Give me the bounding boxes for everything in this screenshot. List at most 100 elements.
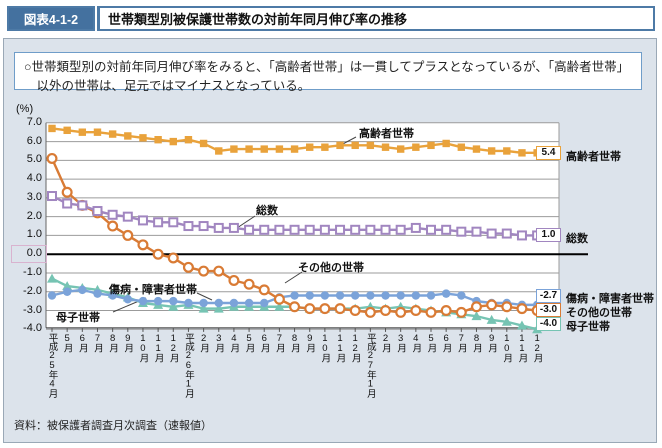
data-point [198, 265, 210, 277]
annotation-other-households: その他の世帯 [298, 262, 364, 274]
data-point [139, 134, 147, 142]
data-point [487, 147, 496, 155]
x-axis-label: 7月 [455, 333, 467, 352]
data-point [441, 289, 451, 298]
data-point [334, 303, 346, 315]
data-point [167, 252, 179, 264]
data-point [304, 224, 315, 235]
data-point [304, 303, 316, 315]
x-axis-label: 8月 [470, 333, 482, 352]
data-point [501, 301, 513, 313]
data-point [137, 215, 148, 226]
x-axis-label: 6月 [440, 333, 452, 352]
data-point [441, 224, 452, 235]
figure-header-bar: 図表4-1-2 世帯類型別被保護世帯数の対前年同月伸び率の推移 [7, 6, 655, 31]
data-point [289, 224, 300, 235]
data-point [229, 298, 239, 308]
data-point [501, 316, 512, 326]
x-axis-label: 3月 [213, 333, 225, 352]
x-axis-label: 11月 [334, 333, 346, 362]
data-point [380, 224, 391, 235]
data-point [182, 261, 194, 273]
series-label-single-mother: 母子世帯 [566, 321, 610, 333]
data-point [457, 291, 466, 300]
y-axis-label: 7.0 [26, 115, 42, 128]
data-point [365, 224, 376, 235]
x-axis-label: 11月 [152, 333, 164, 362]
data-point [319, 224, 330, 235]
data-point [518, 149, 526, 157]
x-axis-label: 6月 [258, 333, 270, 352]
data-point [290, 145, 299, 153]
data-point [61, 186, 73, 198]
data-point [228, 274, 240, 286]
x-axis-label: 平成26年1月 [182, 333, 194, 397]
data-point [306, 143, 314, 151]
x-axis-label: 平成27年1月 [364, 333, 376, 397]
data-point [426, 224, 436, 235]
data-point [77, 200, 88, 211]
data-point [335, 224, 346, 235]
x-axis-label: 平成25年4月 [46, 333, 58, 397]
x-axis-label: 5月 [425, 333, 437, 352]
x-axis-label: 10月 [319, 333, 331, 362]
data-point [93, 128, 102, 136]
data-point [455, 306, 467, 318]
y-axis-label: 6.0 [26, 134, 42, 147]
data-point [213, 303, 224, 313]
summary-note-text: ○世帯類型別の対前年同月伸び率をみると、「高齢者世帯」は一貫してプラスとなってい… [24, 60, 630, 93]
x-axis-label: 12月 [531, 333, 543, 362]
data-point [516, 230, 527, 241]
data-point [457, 143, 466, 151]
data-point [108, 291, 117, 300]
data-point [396, 291, 405, 300]
series-label-sick-disabled: 傷病・障害者世帯 [566, 293, 654, 305]
data-point [153, 296, 163, 306]
data-point [169, 137, 177, 146]
data-point [152, 248, 164, 260]
series-label-total: 総数 [566, 233, 588, 245]
data-point [336, 141, 344, 150]
data-point [351, 141, 359, 150]
figure-title-area: 世帯類型別被保護世帯数の対前年同月伸び率の推移 [100, 8, 653, 29]
data-point [244, 224, 255, 235]
data-point [275, 145, 284, 153]
data-point [124, 132, 132, 140]
data-point [168, 217, 179, 228]
data-point [486, 314, 497, 324]
end-value-box-single-mother: -4.0 [536, 317, 561, 331]
data-point [138, 296, 148, 306]
data-point [93, 289, 102, 298]
data-point [245, 145, 253, 153]
data-point [395, 224, 406, 235]
data-point [122, 229, 134, 241]
data-point [230, 145, 238, 153]
data-point [199, 298, 208, 308]
data-point [366, 291, 375, 300]
figure-title: 世帯類型別被保護世帯数の対前年同月伸び率の推移 [108, 12, 408, 27]
data-point [260, 298, 269, 308]
data-point [153, 217, 164, 228]
data-point [213, 265, 225, 277]
x-axis-label: 4月 [410, 333, 422, 352]
annotation-total: 総数 [256, 205, 278, 217]
x-axis-label: 3月 [395, 333, 407, 352]
data-point [274, 301, 285, 311]
y-axis-label: -3.0 [23, 303, 42, 316]
data-point [335, 291, 345, 300]
data-point [319, 303, 331, 315]
data-point [78, 128, 87, 136]
data-point [154, 136, 162, 144]
x-axis-label: 9月 [122, 333, 134, 352]
data-point [107, 209, 118, 220]
data-point [62, 281, 73, 291]
series-label-elderly: 高齢者世帯 [566, 151, 621, 163]
data-point [78, 285, 87, 295]
x-axis-label: 6月 [76, 333, 88, 352]
data-point [503, 147, 511, 155]
data-point [62, 198, 73, 209]
end-value-box-elderly: 5.4 [536, 146, 561, 160]
figure-number-label: 図表4-1-2 [9, 8, 93, 29]
y-axis-label: 4.0 [26, 172, 42, 185]
